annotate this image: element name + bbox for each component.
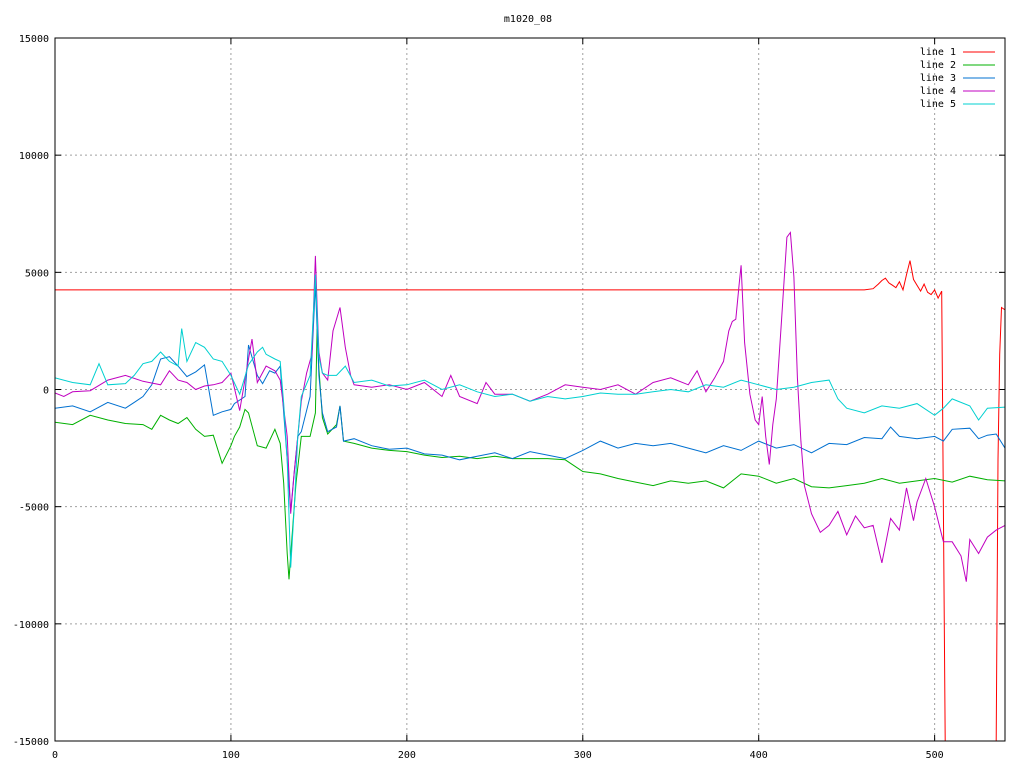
legend-label: line 5 <box>920 99 956 110</box>
legend-label: line 1 <box>920 47 956 58</box>
legend: line 1 line 2 line 3 line 4 line 5 <box>920 47 995 110</box>
grid-lines <box>55 38 1005 741</box>
legend-label: line 3 <box>920 73 956 84</box>
x-tick-label: 100 <box>222 750 240 761</box>
series-line-4 <box>55 231 1005 582</box>
chart-title: m1020_08 <box>504 14 552 25</box>
y-tick-label: -10000 <box>13 620 49 631</box>
legend-label: line 2 <box>920 60 956 71</box>
x-tick-label: 0 <box>52 750 58 761</box>
y-tick-label: 0 <box>43 386 49 397</box>
legend-label: line 4 <box>920 86 956 97</box>
x-tick-label: 400 <box>750 750 768 761</box>
series-layer <box>55 231 1005 741</box>
series-line-2 <box>55 328 1005 580</box>
y-tick-label: 10000 <box>19 151 49 162</box>
y-tick-label: -5000 <box>19 503 49 514</box>
y-tick-label: 5000 <box>25 268 49 279</box>
y-tick-label: 15000 <box>19 34 49 45</box>
axis-ticks: 0 100 200 300 400 500 -15000 -10000 -5000 0 5000 10… <box>13 34 1005 761</box>
series-line-1 <box>55 260 1005 741</box>
x-tick-label: 300 <box>574 750 592 761</box>
series-line-3 <box>55 284 1005 512</box>
plot-frame <box>54 37 1006 742</box>
x-tick-label: 500 <box>926 750 944 761</box>
x-tick-label: 200 <box>398 750 416 761</box>
y-tick-label: -15000 <box>13 737 49 748</box>
series-line-5 <box>55 274 1005 568</box>
